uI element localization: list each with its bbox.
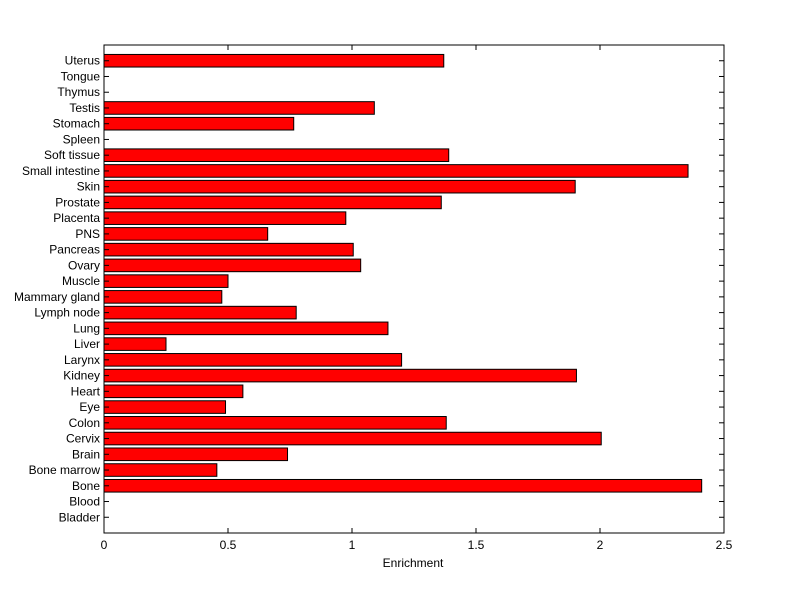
y-tick-label-cervix: Cervix	[66, 432, 100, 446]
bar-testis	[103, 101, 375, 115]
y-tick-label-bone: Bone	[72, 479, 100, 493]
x-tick-label: 0.5	[220, 538, 237, 552]
bar-small-intestine	[103, 164, 689, 178]
y-tick-label-bone-marrow: Bone marrow	[29, 463, 101, 477]
y-tick-label-prostate: Prostate	[55, 195, 100, 209]
bar-bone-marrow	[103, 463, 218, 477]
bar-uterus	[103, 53, 445, 68]
y-tick-label-stomach: Stomach	[53, 117, 100, 131]
bar-prostate	[103, 195, 442, 210]
bar-pns	[103, 227, 269, 241]
y-tick-label-ovary: Ovary	[68, 258, 100, 272]
y-tick-label-larynx: Larynx	[64, 353, 100, 367]
x-tick-label: 2	[597, 538, 604, 552]
bar-stomach	[103, 116, 295, 131]
bar-skin	[103, 179, 576, 194]
y-tick-label-bladder: Bladder	[59, 510, 100, 524]
ticks-layer	[103, 45, 725, 533]
bar-colon	[103, 416, 447, 430]
y-tick-label-liver: Liver	[74, 337, 100, 351]
bar-cervix	[103, 431, 602, 446]
y-tick-label-heart: Heart	[71, 384, 101, 398]
y-tick-label-thymus: Thymus	[57, 85, 100, 99]
y-tick-label-pancreas: Pancreas	[49, 243, 100, 257]
y-tick-label-skin: Skin	[77, 180, 100, 194]
bar-lymph-node	[103, 305, 297, 320]
y-tick-label-spleen: Spleen	[63, 132, 100, 146]
x-axis-title: Enrichment	[383, 556, 444, 570]
y-tick-label-uterus: Uterus	[65, 54, 100, 68]
y-tick-label-eye: Eye	[79, 400, 100, 414]
bar-ovary	[103, 258, 362, 273]
x-tick-label: 2.5	[716, 538, 733, 552]
bar-brain	[103, 447, 289, 462]
y-tick-label-soft-tissue: Soft tissue	[44, 148, 100, 162]
plot-area-frame	[103, 44, 725, 534]
y-tick-label-small-intestine: Small intestine	[22, 164, 100, 178]
bars-layer	[103, 53, 703, 493]
y-tick-label-kidney: Kidney	[63, 369, 100, 383]
y-tick-label-lymph-node: Lymph node	[34, 306, 100, 320]
bar-pancreas	[103, 242, 354, 257]
x-tick-label: 0	[101, 538, 108, 552]
bar-liver	[103, 337, 167, 351]
y-tick-label-colon: Colon	[69, 416, 100, 430]
bar-placenta	[103, 211, 347, 225]
bar-heart	[103, 384, 244, 399]
bar-eye	[103, 400, 227, 414]
y-tick-label-lung: Lung	[73, 321, 100, 335]
bar-soft-tissue	[103, 148, 450, 162]
y-tick-label-muscle: Muscle	[62, 274, 100, 288]
y-tick-label-tongue: Tongue	[61, 69, 101, 83]
y-tick-label-mammary-gland: Mammary gland	[14, 290, 100, 304]
bar-muscle	[103, 274, 229, 288]
bar-kidney	[103, 368, 577, 383]
bar-lung	[103, 321, 389, 336]
bar-mammary-gland	[103, 290, 223, 304]
x-tick-label: 1.5	[468, 538, 485, 552]
bar-larynx	[103, 353, 403, 367]
y-tick-label-testis: Testis	[69, 101, 100, 115]
x-tick-label: 1	[349, 538, 356, 552]
bar-bone	[103, 478, 703, 493]
y-tick-label-blood: Blood	[69, 495, 100, 509]
y-tick-label-pns: PNS	[75, 227, 100, 241]
y-tick-label-brain: Brain	[72, 447, 100, 461]
y-tick-label-placenta: Placenta	[53, 211, 100, 225]
